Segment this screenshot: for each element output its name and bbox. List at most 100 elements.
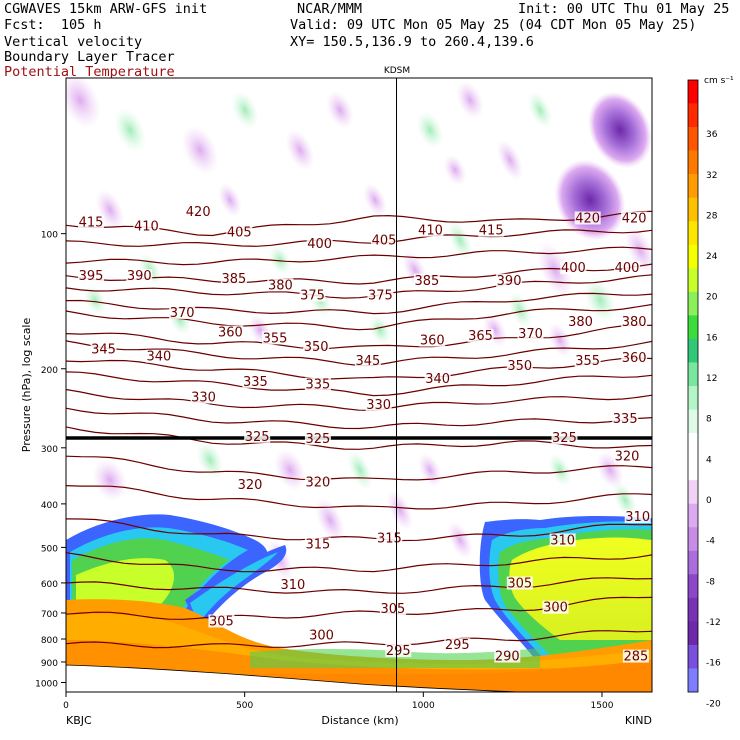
isentrope-label-bg xyxy=(299,288,326,302)
isentrope-label: 400 xyxy=(615,261,640,276)
y-tick-label: 500 xyxy=(41,544,58,554)
isentrope-label-bg xyxy=(624,509,651,523)
isentrope-label: 305 xyxy=(507,577,532,592)
isentrope-label: 350 xyxy=(507,359,532,374)
right-station-label: KIND xyxy=(625,714,652,727)
colorbar-tick-label: 8 xyxy=(706,415,712,425)
isentrope-label: 325 xyxy=(305,432,330,447)
isentrope-label-bg xyxy=(444,638,471,652)
isentrope-label: 390 xyxy=(127,269,152,284)
isentrope-label-bg xyxy=(303,340,330,354)
isentrope-label-bg xyxy=(237,478,264,492)
isentrope-label-bg xyxy=(126,269,153,283)
isentrope-line xyxy=(66,229,652,247)
isentrope-label-bg xyxy=(413,273,440,287)
isentrope-label: 360 xyxy=(622,351,647,366)
isentrope-label: 335 xyxy=(613,412,638,427)
isentrope-label-bg xyxy=(613,449,640,463)
vertical-velocity-blob xyxy=(347,449,373,491)
vertical-velocity-blob xyxy=(443,154,467,186)
isentrope-label-bg xyxy=(567,314,594,328)
isentrope-label: 310 xyxy=(280,578,305,593)
isentrope-label: 355 xyxy=(575,354,600,369)
isentrope-label: 330 xyxy=(191,391,216,406)
vertical-velocity-blob xyxy=(363,183,387,217)
isentrope-label: 360 xyxy=(218,326,243,341)
y-tick-label: 400 xyxy=(41,501,58,511)
isentrope-label: 365 xyxy=(468,329,493,344)
isentrope-label: 325 xyxy=(552,431,577,446)
colorbar-swatch xyxy=(688,480,698,504)
isentrope-label-bg xyxy=(506,576,533,590)
isentrope-label-bg xyxy=(622,649,649,663)
colorbar-swatch xyxy=(688,291,698,316)
init-time: Init: 00 UTC Thu 01 May 25 xyxy=(518,1,730,17)
vertical-velocity-blob xyxy=(181,125,219,175)
forecast-hour: Fcst: 105 h xyxy=(4,17,102,33)
isentrope-line xyxy=(66,407,652,430)
cross-section-coords: XY= 150.5,136.9 to 260.4,139.6 xyxy=(290,34,534,50)
colorbar-swatch xyxy=(688,103,698,128)
isentrope-label: 410 xyxy=(418,224,443,239)
isentrope-label: 390 xyxy=(497,274,522,289)
isentrope-label: 310 xyxy=(550,533,575,548)
isentrope-label: 315 xyxy=(305,537,330,552)
isentrope-label-bg xyxy=(478,223,505,237)
y-tick-label: 900 xyxy=(41,659,58,669)
x-tick-label: 0 xyxy=(63,701,69,711)
isentrope-label: 380 xyxy=(568,315,593,330)
colorbar-tick-label: 24 xyxy=(706,252,718,262)
colorbar: 36 32 28 24 20 16 12 8 4 0 -4 -8 -12 -16 -20 xyxy=(687,79,721,709)
isentrope-label-bg xyxy=(560,261,587,275)
isentrope-label: 370 xyxy=(170,306,195,321)
vertical-velocity-blob xyxy=(326,91,354,129)
colorbar-swatch xyxy=(688,386,698,410)
isentrope-label: 420 xyxy=(575,212,600,227)
isentrope-label-bg xyxy=(621,314,648,328)
vertical-velocity-blob xyxy=(447,521,473,559)
isentrope-label-bg xyxy=(217,325,244,339)
field-shading: 415 410 420 405 400 405 410 415 420 420 395 390 385 3… xyxy=(66,78,652,692)
isentrope-label-bg xyxy=(304,431,331,445)
vertical-velocity-blob xyxy=(447,219,473,261)
bl-tracer-right-yellow xyxy=(509,537,652,640)
isentrope-label-bg xyxy=(365,397,392,411)
isentrope-label-bg xyxy=(304,377,331,391)
y-axis-label: Pressure (hPa), log scale xyxy=(20,318,33,453)
colorbar-swatch xyxy=(688,409,698,434)
vertical-velocity-blob xyxy=(218,183,242,217)
isentrope-label: 315 xyxy=(377,531,402,546)
isentrope-label: 320 xyxy=(238,478,263,493)
colorbar-tick-label: 20 xyxy=(706,293,718,303)
field-vertical-velocity: Vertical velocity xyxy=(4,34,143,50)
colorbar-swatch xyxy=(688,315,698,340)
isentrope-label: 375 xyxy=(368,288,393,303)
y-tick-label: 600 xyxy=(41,580,58,590)
colorbar-swatch xyxy=(688,221,698,246)
vertical-velocity-blob xyxy=(587,91,652,169)
colorbar-tick-label: -8 xyxy=(706,577,715,587)
isentrope-label-bg xyxy=(244,429,271,443)
isentrope-label: 335 xyxy=(305,378,330,393)
isentrope-label-bg xyxy=(169,305,196,319)
isentrope-label-bg xyxy=(354,353,381,367)
isentrope-label-bg xyxy=(376,531,403,545)
isentrope-label: 300 xyxy=(543,601,568,616)
isentrope-label-bg xyxy=(208,614,235,628)
isentrope-label: 340 xyxy=(146,350,171,365)
isentrope-line xyxy=(66,630,652,649)
isentrope-label-bg xyxy=(385,643,412,657)
colorbar-swatch xyxy=(688,127,698,151)
y-tick-label: 800 xyxy=(41,636,58,646)
y-tick-label: 200 xyxy=(41,366,58,376)
isentrope-label: 320 xyxy=(615,449,640,464)
isentrope-label: 400 xyxy=(561,261,586,276)
colorbar-tick-label: 12 xyxy=(706,374,717,384)
colorbar-tick-label: -16 xyxy=(706,659,721,669)
field-potential-temperature: Potential Temperature xyxy=(4,64,175,80)
isentrope-label: 305 xyxy=(209,614,234,629)
isentrope-label: 290 xyxy=(495,650,520,665)
isentrope-label: 420 xyxy=(622,212,647,227)
isentrope-label-bg xyxy=(494,649,521,663)
x-tick-label: 1000 xyxy=(412,701,435,711)
